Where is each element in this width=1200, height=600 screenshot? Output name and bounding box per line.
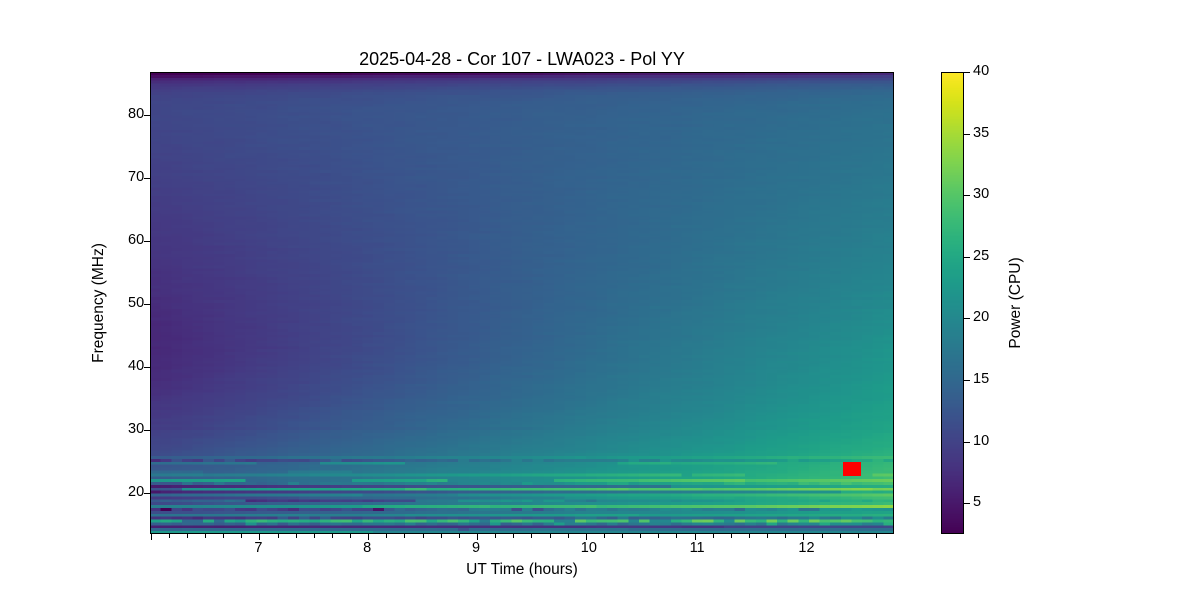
svg-text:Power (CPU): Power (CPU) [1007,257,1024,348]
svg-text:Frequency (MHz): Frequency (MHz) [90,243,107,363]
